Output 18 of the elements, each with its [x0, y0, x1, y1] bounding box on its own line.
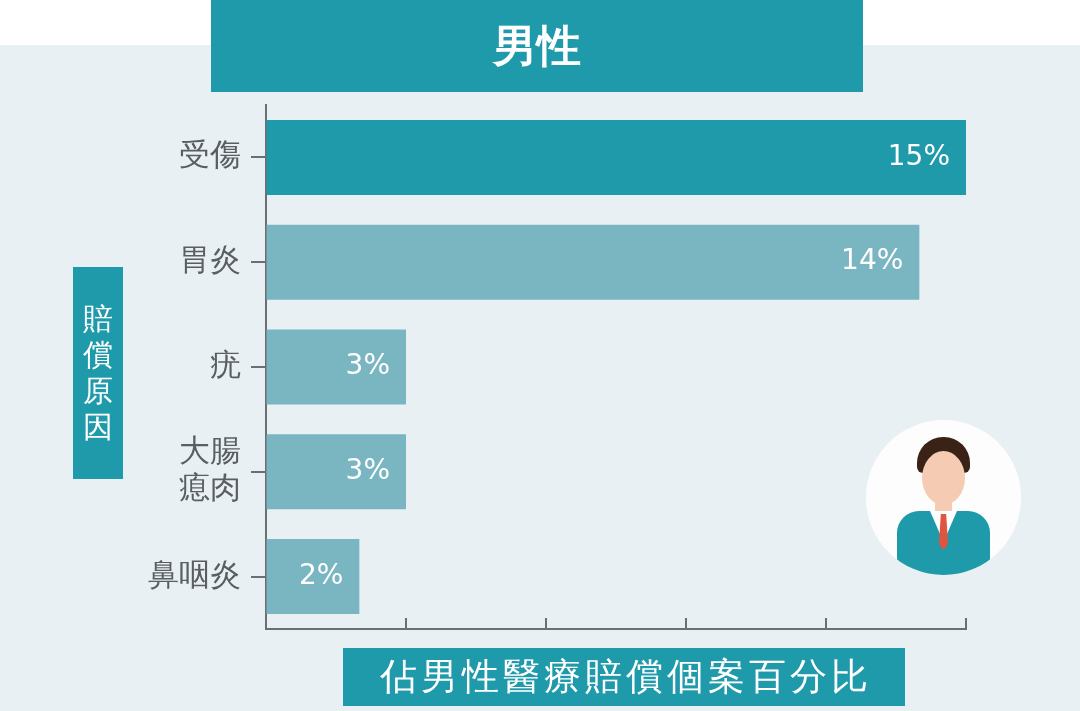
data-label: 3% [345, 348, 390, 382]
y-tick-label: 大腸瘜肉 [179, 432, 241, 506]
y-tick-label: 受傷 [179, 136, 241, 173]
bar [266, 434, 406, 510]
bar [266, 539, 360, 615]
data-label: 14% [841, 243, 904, 277]
data-label: 3% [345, 453, 390, 487]
bar [266, 329, 406, 405]
bar [266, 224, 920, 300]
y-axis-title: 賠償原因 [82, 301, 114, 445]
data-label: 15% [887, 138, 950, 172]
x-axis-title: 佔男性醫療賠償個案百分比 [380, 654, 872, 700]
y-tick-label: 胃炎 [179, 241, 241, 278]
data-label: 2% [298, 557, 344, 591]
chart-title: 男性 [493, 18, 581, 73]
y-tick-label: 鼻咽炎 [148, 555, 241, 592]
bar [266, 119, 966, 195]
y-tick-label: 疣 [210, 346, 241, 383]
